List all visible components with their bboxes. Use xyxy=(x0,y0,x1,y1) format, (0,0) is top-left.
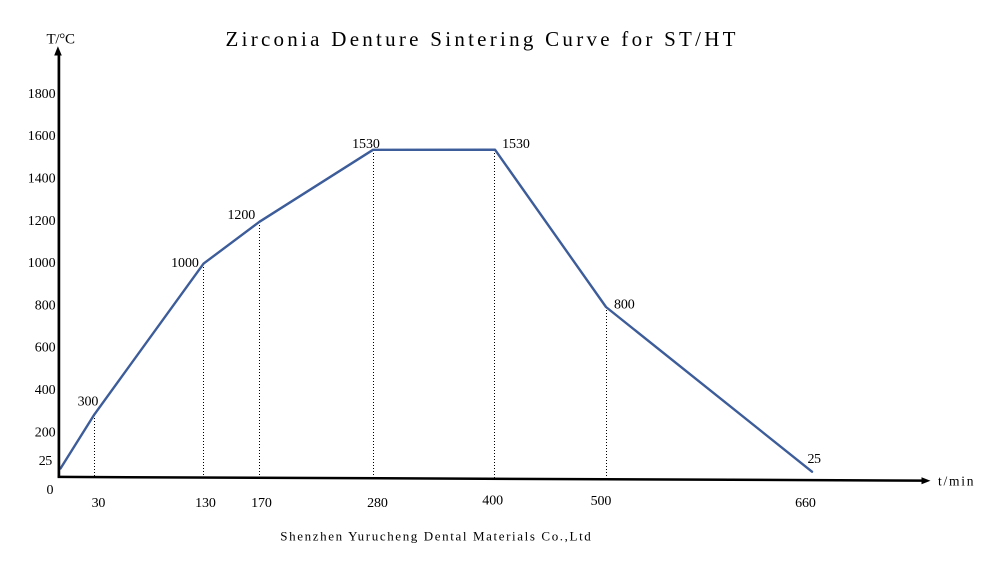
svg-text:T/°C: T/°C xyxy=(47,32,76,48)
svg-text:300: 300 xyxy=(78,395,99,410)
svg-text:200: 200 xyxy=(35,425,56,440)
svg-text:800: 800 xyxy=(35,298,56,313)
svg-text:Shenzhen Yurucheng Dental Mate: Shenzhen Yurucheng Dental Materials Co.,… xyxy=(280,528,591,543)
svg-text:400: 400 xyxy=(482,493,503,508)
svg-text:1000: 1000 xyxy=(171,256,199,271)
svg-text:660: 660 xyxy=(795,496,816,511)
svg-text:1600: 1600 xyxy=(28,129,56,144)
svg-text:1530: 1530 xyxy=(352,137,380,152)
svg-text:500: 500 xyxy=(591,494,612,509)
svg-text:170: 170 xyxy=(251,496,272,511)
svg-text:800: 800 xyxy=(614,297,635,312)
svg-text:t/min: t/min xyxy=(938,474,974,489)
svg-text:1200: 1200 xyxy=(228,208,256,223)
svg-text:25: 25 xyxy=(808,452,822,467)
svg-text:600: 600 xyxy=(35,341,56,356)
svg-text:130: 130 xyxy=(195,496,216,511)
svg-text:1200: 1200 xyxy=(28,214,56,229)
svg-text:1400: 1400 xyxy=(28,171,56,186)
svg-text:1000: 1000 xyxy=(28,256,56,271)
svg-text:1530: 1530 xyxy=(502,137,530,152)
svg-text:280: 280 xyxy=(367,496,388,511)
svg-text:1800: 1800 xyxy=(28,87,56,102)
svg-text:0: 0 xyxy=(47,483,54,498)
svg-text:30: 30 xyxy=(92,496,106,511)
svg-text:Zirconia Denture Sintering Cur: Zirconia Denture Sintering Curve for ST/… xyxy=(226,27,736,51)
svg-text:25: 25 xyxy=(39,454,53,469)
svg-text:400: 400 xyxy=(35,383,56,398)
